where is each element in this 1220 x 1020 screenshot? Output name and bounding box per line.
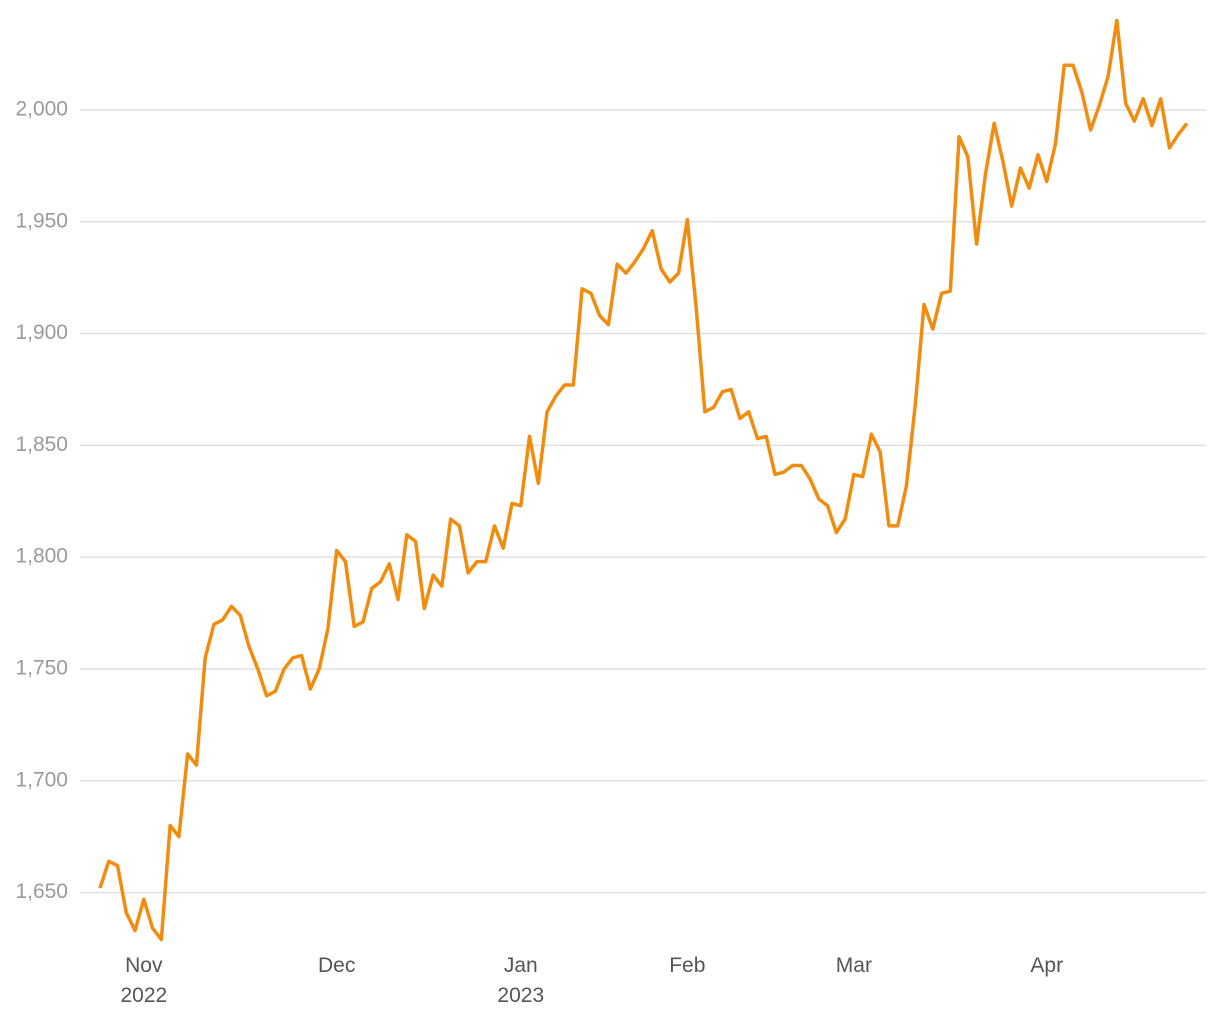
y-tick-label: 1,750 — [15, 657, 68, 680]
x-tick-label: Dec — [317, 954, 356, 977]
y-tick-label: 1,700 — [15, 768, 68, 791]
y-tick-label: 1,900 — [15, 321, 68, 344]
x-tick-label: Mar — [835, 954, 872, 977]
x-tick-label: Feb — [669, 954, 706, 977]
y-tick-label: 1,800 — [15, 545, 68, 568]
x-tick-label: Nov 2022 — [120, 954, 168, 1007]
y-tick-label: 2,000 — [15, 97, 68, 120]
y-tick-label: 1,950 — [15, 209, 68, 232]
y-tick-label: 1,650 — [15, 880, 68, 903]
x-tick-label: Jan 2023 — [497, 954, 545, 1007]
price-line — [98, 18, 1189, 942]
x-tick-label: Apr — [1030, 954, 1064, 977]
y-tick-label: 1,850 — [15, 433, 68, 456]
